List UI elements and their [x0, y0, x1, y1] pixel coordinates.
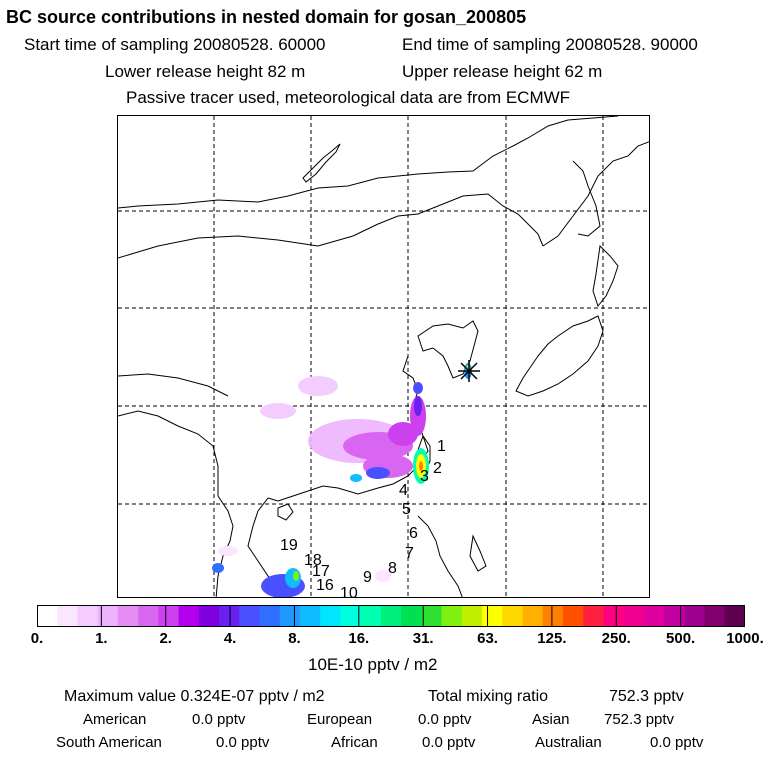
colorbar-swatch: [502, 605, 523, 627]
colorbar-swatch: [684, 605, 706, 627]
region-name-european: European: [307, 711, 373, 728]
total-mixing-value: 752.3 pptv: [609, 688, 684, 705]
colorbar-swatch: [562, 605, 584, 627]
colorbar-tick-label: 2.: [159, 630, 172, 647]
colorbar-swatch: [623, 605, 645, 627]
colorbar-tick-label: 1.: [95, 630, 108, 647]
colorbar-swatch: [522, 605, 544, 627]
point-label-4: 4: [399, 482, 408, 499]
point-label-5: 5: [402, 501, 411, 518]
point-label-2: 2: [433, 460, 442, 477]
colorbar-swatch: [421, 605, 443, 627]
colorbar-swatch: [461, 605, 483, 627]
colorbar-swatch: [583, 605, 604, 627]
tracer-note: Passive tracer used, meteorological data…: [126, 88, 571, 107]
point-label-6: 6: [409, 525, 418, 542]
colorbar-unit: 10E-10 pptv / m2: [308, 655, 438, 674]
colorbar-swatch: [380, 605, 402, 627]
colorbar-swatch: [219, 605, 240, 627]
point-label-1: 1: [437, 438, 446, 455]
point-label-9: 9: [363, 569, 372, 586]
point-label-10: 10: [340, 585, 358, 598]
region-name-african: African: [331, 734, 378, 751]
region-value-south-american: 0.0 pptv: [216, 734, 270, 751]
colorbar-tick-label: 63.: [477, 630, 498, 647]
colorbar-swatch: [360, 605, 382, 627]
region-value-european: 0.0 pptv: [418, 711, 472, 728]
upper-release-label: Upper release height 62 m: [402, 62, 603, 81]
colorbar-swatch: [77, 605, 99, 627]
colorbar-swatch: [37, 605, 58, 627]
region-value-asian: 752.3 pptv: [604, 711, 675, 728]
graticule: [118, 116, 649, 597]
colorbar-swatch: [138, 605, 159, 627]
colorbar-swatch: [117, 605, 139, 627]
point-label-3: 3: [420, 468, 429, 485]
region-name-american: American: [83, 711, 147, 728]
colorbar-tick-label: 4.: [223, 630, 237, 647]
region-value-american: 0.0 pptv: [192, 711, 246, 728]
region-name-asian: Asian: [532, 711, 570, 728]
colorbar-swatch: [198, 605, 220, 627]
colorbar-tick-label: 31.: [412, 630, 434, 647]
colorbar-tick-label: 125.: [537, 630, 567, 647]
colorbar-swatch: [57, 605, 78, 627]
colorbar-tick-label: 500.: [666, 630, 696, 647]
region-name-australian: Australian: [535, 734, 602, 751]
colorbar-swatch: [441, 605, 463, 627]
point-label-17: 17: [312, 563, 330, 580]
point-label-16: 16: [316, 577, 334, 594]
colorbar-swatch: [340, 605, 362, 627]
total-mixing-label: Total mixing ratio: [428, 688, 549, 705]
map-panel: 1 2 3 4 5 6 7 8 9 10 16 17 18 19: [117, 115, 650, 598]
point-label-8: 8: [388, 560, 397, 577]
point-label-18: 18: [304, 552, 322, 569]
region-value-african: 0.0 pptv: [422, 734, 476, 751]
colorbar-swatch: [704, 605, 726, 627]
colorbar-swatch: [603, 605, 625, 627]
colorbar-swatch: [482, 605, 503, 627]
end-time-label: End time of sampling 20080528. 90000: [402, 35, 698, 54]
colorbar-swatch: [724, 605, 745, 627]
colorbar-tick-label: 0.: [30, 630, 44, 647]
colorbar-tick-label: 16.: [348, 630, 370, 647]
point-label-19: 19: [280, 537, 298, 554]
colorbar-swatch: [178, 605, 200, 627]
region-value-australian: 0.0 pptv: [650, 734, 704, 751]
colorbar-swatch: [542, 605, 564, 627]
colorbar-swatch: [320, 605, 341, 627]
colorbar-tick-label: 8.: [288, 630, 301, 647]
colorbar-swatch: [97, 605, 119, 627]
concentration-field: [212, 363, 472, 597]
region-name-south-american: South American: [56, 734, 162, 751]
start-time-label: Start time of sampling 20080528. 60000: [24, 35, 326, 54]
max-value-label: Maximum value 0.324E-07 pptv / m2: [64, 688, 325, 705]
colorbar-swatch: [239, 605, 261, 627]
point-label-7: 7: [405, 545, 414, 562]
colorbar-swatch: [279, 605, 301, 627]
star-icon: [458, 360, 480, 382]
colorbar-tick-label: 1000.: [726, 630, 764, 647]
lower-release-label: Lower release height 82 m: [105, 62, 306, 81]
map-canvas: [118, 116, 649, 597]
colorbar-tick-label: 250.: [601, 630, 631, 647]
colorbar-swatch: [259, 605, 281, 627]
colorbar-border: [37, 605, 745, 627]
coastlines: [118, 116, 649, 597]
colorbar-swatch: [643, 605, 665, 627]
colorbar-swatch: [401, 605, 422, 627]
colorbar-swatch: [664, 605, 685, 627]
colorbar-swatch: [299, 605, 321, 627]
colorbar-swatch: [158, 605, 180, 627]
colorbar: [37, 605, 745, 627]
figure-title: BC source contributions in nested domain…: [6, 7, 527, 27]
